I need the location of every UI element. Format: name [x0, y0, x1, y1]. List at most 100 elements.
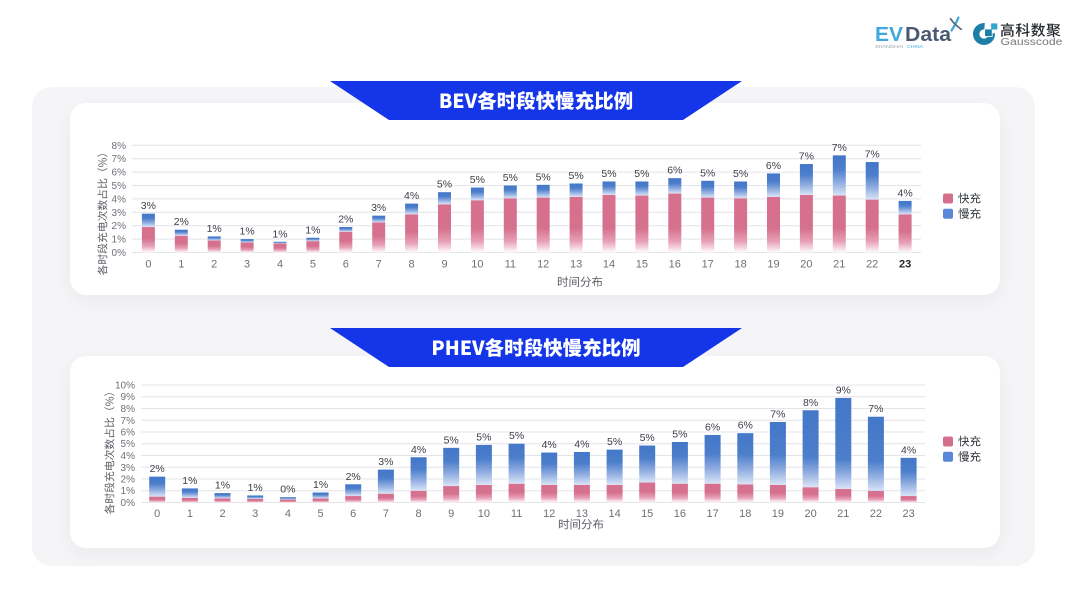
svg-text:10: 10 — [471, 259, 483, 271]
svg-text:13: 13 — [576, 508, 588, 520]
svg-text:4%: 4% — [542, 439, 557, 451]
svg-text:6%: 6% — [112, 168, 127, 179]
svg-text:0%: 0% — [121, 498, 136, 509]
svg-text:23: 23 — [902, 508, 914, 520]
svg-text:6%: 6% — [667, 165, 682, 177]
svg-text:9: 9 — [448, 508, 454, 520]
svg-text:6%: 6% — [121, 428, 136, 439]
svg-text:8: 8 — [416, 508, 422, 520]
svg-text:5%: 5% — [733, 168, 748, 180]
svg-text:4%: 4% — [121, 451, 136, 462]
svg-text:1: 1 — [187, 508, 193, 520]
svg-text:5%: 5% — [601, 168, 616, 180]
svg-text:4%: 4% — [574, 439, 589, 451]
svg-text:Data: Data — [905, 24, 952, 46]
svg-text:8: 8 — [409, 259, 415, 271]
svg-text:5%: 5% — [569, 170, 584, 182]
svg-text:7: 7 — [376, 259, 382, 271]
svg-text:7: 7 — [383, 508, 389, 520]
svg-text:7%: 7% — [770, 409, 785, 421]
svg-text:2%: 2% — [112, 221, 127, 232]
svg-text:9%: 9% — [121, 392, 136, 403]
svg-text:12: 12 — [543, 508, 555, 520]
svg-text:3%: 3% — [121, 463, 136, 474]
svg-text:1%: 1% — [207, 223, 222, 235]
svg-text:3%: 3% — [371, 202, 386, 214]
svg-text:7%: 7% — [121, 416, 136, 427]
svg-text:2%: 2% — [174, 216, 189, 228]
svg-text:5%: 5% — [640, 432, 655, 444]
svg-text:5%: 5% — [672, 429, 687, 441]
svg-text:19: 19 — [767, 259, 779, 271]
svg-text:6%: 6% — [766, 160, 781, 172]
svg-text:5%: 5% — [536, 171, 551, 183]
svg-text:2%: 2% — [121, 475, 136, 486]
svg-text:3: 3 — [244, 259, 250, 271]
svg-text:21: 21 — [833, 259, 845, 271]
svg-text:7%: 7% — [799, 151, 814, 163]
svg-text:5%: 5% — [112, 181, 127, 192]
svg-text:15: 15 — [636, 259, 648, 271]
svg-text:11: 11 — [511, 508, 522, 520]
svg-text:6%: 6% — [705, 421, 720, 433]
svg-text:2%: 2% — [150, 463, 165, 475]
svg-text:2%: 2% — [338, 214, 353, 226]
svg-text:7%: 7% — [868, 403, 883, 415]
svg-text:17: 17 — [702, 259, 714, 271]
svg-text:2: 2 — [219, 508, 225, 520]
svg-text:3%: 3% — [112, 208, 127, 219]
svg-text:5%: 5% — [607, 436, 622, 448]
svg-text:0: 0 — [154, 508, 160, 520]
svg-text:14: 14 — [603, 259, 615, 271]
svg-text:8%: 8% — [112, 141, 127, 152]
svg-text:3%: 3% — [141, 200, 156, 212]
svg-text:7%: 7% — [112, 154, 127, 165]
svg-text:17: 17 — [706, 508, 718, 520]
svg-text:0%: 0% — [280, 484, 295, 496]
svg-text:5%: 5% — [476, 431, 491, 443]
svg-text:2: 2 — [211, 259, 217, 271]
svg-text:3%: 3% — [378, 456, 393, 468]
svg-text:21: 21 — [837, 508, 849, 520]
svg-text:8%: 8% — [121, 404, 136, 415]
svg-text:1%: 1% — [112, 235, 127, 246]
svg-text:6: 6 — [350, 508, 356, 520]
svg-text:1%: 1% — [272, 228, 287, 240]
svg-text:11: 11 — [505, 259, 516, 271]
svg-text:3: 3 — [252, 508, 258, 520]
svg-text:5%: 5% — [437, 179, 452, 191]
svg-text:1%: 1% — [305, 224, 320, 236]
svg-text:13: 13 — [570, 259, 582, 271]
svg-text:5%: 5% — [121, 439, 136, 450]
svg-text:22: 22 — [870, 508, 882, 520]
svg-text:7%: 7% — [865, 149, 880, 161]
svg-text:9%: 9% — [836, 384, 851, 396]
svg-text:22: 22 — [866, 259, 878, 271]
svg-text:20: 20 — [800, 259, 812, 271]
svg-text:5: 5 — [318, 508, 324, 520]
svg-text:23: 23 — [899, 259, 911, 271]
svg-text:8%: 8% — [803, 397, 818, 409]
svg-text:16: 16 — [669, 259, 681, 271]
svg-text:CHINA: CHINA — [907, 44, 924, 49]
svg-text:5: 5 — [310, 259, 316, 271]
svg-text:0%: 0% — [112, 248, 127, 259]
svg-text:1: 1 — [178, 259, 184, 271]
svg-text:5%: 5% — [509, 430, 524, 442]
svg-text:9: 9 — [441, 259, 447, 271]
svg-text:12: 12 — [537, 259, 549, 271]
svg-text:14: 14 — [608, 508, 620, 520]
svg-text:5%: 5% — [503, 172, 518, 184]
svg-text:6: 6 — [343, 259, 349, 271]
svg-text:1%: 1% — [121, 486, 136, 497]
svg-text:4%: 4% — [898, 187, 913, 199]
svg-text:10: 10 — [478, 508, 490, 520]
svg-text:1%: 1% — [240, 226, 255, 238]
svg-text:4%: 4% — [901, 444, 916, 456]
svg-text:16: 16 — [674, 508, 686, 520]
svg-text:5%: 5% — [700, 167, 715, 179]
svg-text:Gausscode: Gausscode — [1001, 37, 1064, 48]
svg-text:4%: 4% — [112, 194, 127, 205]
svg-text:1%: 1% — [182, 475, 197, 487]
svg-text:SHANGHAI: SHANGHAI — [875, 44, 903, 49]
